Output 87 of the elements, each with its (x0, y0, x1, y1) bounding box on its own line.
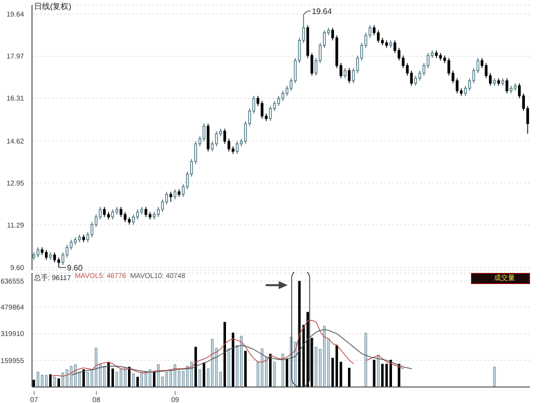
bar (385, 364, 388, 387)
candlestick (53, 252, 56, 263)
annotation: 9.60 (66, 263, 84, 272)
bar (348, 368, 350, 387)
candlestick (260, 100, 264, 119)
bar (116, 372, 118, 387)
bar (228, 348, 230, 387)
bar (232, 332, 234, 387)
candlestick (376, 30, 380, 44)
candlestick (44, 249, 48, 260)
candlestick (103, 206, 106, 218)
bar (49, 374, 52, 387)
candlestick (277, 95, 280, 106)
bar (323, 326, 326, 387)
bar (202, 362, 206, 387)
candlestick (124, 212, 126, 222)
candlestick (144, 206, 148, 218)
candlestick (132, 214, 135, 225)
bar (148, 369, 152, 387)
candlestick (36, 246, 40, 258)
candlestick (215, 130, 218, 147)
candlestick (57, 256, 60, 268)
bar (70, 366, 72, 387)
bar (286, 358, 288, 387)
candlestick (344, 68, 346, 79)
bar (240, 336, 243, 387)
bar (306, 312, 309, 387)
bar (45, 375, 48, 387)
chart-title: 日线(复权) (34, 1, 72, 12)
bar (140, 372, 143, 387)
bar (174, 364, 176, 387)
bar (32, 380, 36, 387)
candlestick (169, 191, 172, 202)
candlestick (202, 123, 206, 142)
bar (364, 332, 368, 387)
bar (372, 360, 376, 387)
candlestick (136, 209, 139, 220)
bar (186, 366, 189, 387)
candlestick (414, 75, 417, 86)
bar (86, 372, 90, 387)
bar (136, 376, 139, 387)
bar (381, 364, 384, 387)
bar (82, 369, 85, 387)
bar (36, 372, 40, 387)
bar (120, 369, 122, 387)
bar (128, 366, 131, 387)
bar (74, 364, 77, 387)
bar (398, 364, 400, 387)
bar (298, 280, 301, 387)
bar (53, 376, 56, 387)
bar (190, 362, 193, 387)
bar (211, 338, 214, 387)
bar (165, 372, 168, 387)
bar (107, 362, 110, 387)
bar (269, 354, 272, 387)
bar (493, 366, 496, 387)
annotation: 19.64 (312, 7, 332, 16)
candlestick (281, 90, 284, 102)
bar (389, 360, 392, 387)
bar (124, 368, 126, 387)
bar (103, 366, 106, 387)
bar (260, 348, 264, 387)
bar (157, 364, 160, 387)
bar (314, 346, 318, 387)
candlestick (236, 140, 239, 154)
candlestick (506, 78, 508, 94)
bar (273, 362, 276, 387)
bar (62, 372, 64, 387)
bar (198, 369, 202, 387)
candlestick (269, 106, 272, 122)
bar (94, 348, 98, 387)
bar (377, 354, 380, 387)
bar (244, 350, 247, 387)
bar (336, 344, 338, 387)
bar (132, 373, 135, 387)
bar (194, 346, 197, 387)
bar (40, 374, 44, 387)
candlestick (206, 123, 210, 152)
candlestick (348, 68, 351, 84)
bar (223, 322, 226, 387)
candlestick (120, 206, 122, 218)
bar (66, 369, 68, 387)
line-series (71, 329, 412, 376)
bar (57, 378, 60, 387)
bar (282, 354, 284, 387)
candlestick (111, 209, 114, 220)
candlestick (174, 188, 176, 200)
